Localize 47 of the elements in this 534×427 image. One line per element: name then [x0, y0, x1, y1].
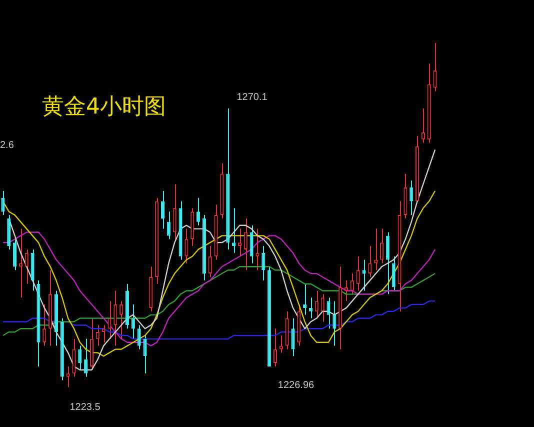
candlestick — [244, 218, 248, 271]
candlestick — [1, 190, 5, 216]
candlestick — [84, 338, 88, 378]
candlestick — [356, 256, 360, 292]
candlestick — [96, 324, 100, 346]
candlestick — [160, 190, 165, 230]
candlestick — [368, 246, 372, 278]
candlestick — [42, 304, 46, 346]
candlestick — [262, 246, 266, 281]
candlestick — [332, 300, 336, 346]
candlestick — [18, 228, 22, 298]
candlestick — [196, 197, 200, 226]
candlestick — [78, 345, 82, 370]
text: 1223.5 — [70, 402, 101, 413]
annotation: 2.6 — [0, 140, 14, 151]
candlestick — [433, 42, 437, 92]
candlestick — [24, 248, 28, 284]
candlestick — [238, 228, 242, 257]
candlestick — [314, 290, 318, 319]
candlestick — [108, 300, 112, 340]
candlestick — [291, 318, 295, 357]
candlestick — [326, 297, 330, 330]
candlestick — [143, 334, 147, 374]
candlestick — [380, 228, 384, 264]
candlestick — [184, 228, 188, 264]
candlestick — [102, 324, 106, 343]
candlestick — [308, 297, 313, 319]
candlestick — [66, 366, 70, 388]
candlestick — [208, 246, 212, 278]
candlestick — [137, 324, 141, 350]
candlestick — [120, 300, 124, 340]
candlestick — [303, 283, 307, 316]
annotation: 1270.1 — [236, 92, 268, 103]
text: 黄金4小时图 — [42, 94, 166, 120]
candlestick — [114, 290, 118, 346]
annotation: 1226.96 — [278, 380, 315, 391]
candlestick — [131, 304, 135, 340]
candlestick — [72, 338, 76, 378]
candlestick — [362, 259, 366, 292]
candlestick — [273, 328, 278, 367]
candlestick — [421, 108, 425, 144]
candlestick — [256, 228, 260, 271]
candlestick — [232, 208, 236, 254]
candlestick — [166, 211, 170, 240]
candlestick — [410, 180, 414, 216]
candlestick — [320, 294, 324, 322]
candlestick — [350, 273, 354, 295]
